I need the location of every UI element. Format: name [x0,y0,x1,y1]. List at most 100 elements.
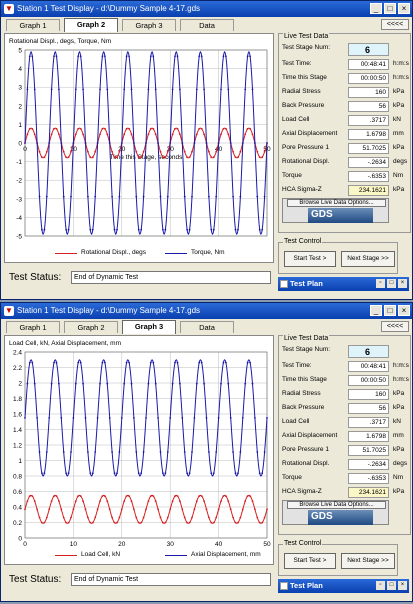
series-point-1 [164,521,167,524]
legend-swatch-red [55,555,77,556]
series-point-2 [58,88,60,91]
live-row-value: 6 [348,43,389,56]
start-test-button[interactable]: Start Test > [284,251,336,267]
series-point-2 [120,417,123,419]
tab-graph-2[interactable]: Graph 2 [64,321,118,333]
series-point-2 [251,88,254,91]
series-point-1 [74,133,77,136]
test-plan-icon [280,582,288,590]
tab-scroll-button[interactable]: <<<< [381,321,409,332]
y-tick-label: 0 [18,536,22,543]
live-row-label: Test Stage Num: [282,44,331,51]
series-point-1 [96,508,99,511]
maximize-button[interactable]: □ [384,3,396,14]
test-plan-bar[interactable]: Test Plan ▫ □ × [278,277,409,291]
series-point-1 [24,508,26,511]
series-point-2 [229,417,232,419]
series-point-1 [234,156,237,159]
series-point-1 [183,150,186,153]
maximize-button[interactable]: □ [384,305,396,316]
series-point-2 [87,195,89,198]
test-plan-maximize[interactable]: □ [387,581,396,590]
series-point-1 [154,133,157,136]
tab-data[interactable]: Data [180,321,234,333]
live-row-label: Back Pressure [282,102,325,109]
y-tick-label: 1.4 [13,427,22,434]
next-stage-button[interactable]: Next Stage >> [341,251,395,267]
series-point-2 [208,451,210,453]
series-point-2 [41,228,43,231]
test-plan-minimize[interactable]: ▫ [376,279,385,288]
title-bar: ▼ Station 1 Test Display - d:\Dummy Sampl… [1,1,412,17]
series-point-2 [140,472,143,475]
y-tick-label: 2 [18,103,22,110]
live-row-label: Test Time: [282,362,312,369]
test-plan-close[interactable]: × [398,581,407,590]
series-point-2 [48,417,51,419]
minimize-button[interactable]: _ [370,3,382,14]
series-point-2 [55,55,58,58]
y-tick-label: 1.6 [13,412,22,419]
test-plan-bar[interactable]: Test Plan ▫ □ × [278,579,409,593]
next-stage-button[interactable]: Next Stage >> [341,553,395,569]
series-point-2 [130,88,133,91]
series-point-1 [38,150,41,153]
series-point-2 [106,88,109,91]
series-point-1 [128,127,130,130]
close-button[interactable]: × [398,305,410,316]
live-row-value: 51.7025 [348,143,389,154]
series-point-2 [200,55,203,58]
tab-graph-1[interactable]: Graph 1 [6,321,60,333]
start-test-button[interactable]: Start Test > [284,553,336,569]
test-control-header: Test Control [283,238,323,245]
series-point-2 [33,382,36,385]
series-point-1 [133,508,135,511]
series-point-1 [152,127,155,130]
live-row-unit: mm [393,432,404,439]
series-point-2 [256,451,259,453]
tab-graph-1[interactable]: Graph 1 [6,19,60,31]
live-row-label: Load Cell [282,116,310,123]
tab-graph-3[interactable]: Graph 3 [122,320,176,334]
series-point-1 [70,516,72,519]
minimize-button[interactable]: _ [370,305,382,316]
series-point-1 [65,521,67,524]
series-point-1 [77,495,80,497]
live-row: Torque -.6353 Nm [282,473,403,484]
test-control-header: Test Control [283,540,323,547]
live-row-unit: h:m:s [393,362,409,369]
tab-data[interactable]: Data [180,19,234,31]
close-button[interactable]: × [398,3,410,14]
series-point-2 [145,142,147,144]
series-point-1 [188,521,191,524]
series-point-2 [118,451,121,453]
live-row-value: 6 [348,345,389,358]
browse-live-data-button[interactable]: Browse Live Data Options... [287,501,386,509]
test-plan-close[interactable]: × [398,279,407,288]
browse-live-data-button[interactable]: Browse Live Data Options... [287,199,386,207]
live-row-label: Test Stage Num: [282,346,331,353]
series-point-2 [157,417,160,419]
test-plan-minimize[interactable]: ▫ [376,581,385,590]
series-point-2 [43,228,46,231]
series-point-2 [217,417,220,419]
series-point-1 [188,156,191,159]
tab-graph-3[interactable]: Graph 3 [122,19,176,31]
legend-swatch-blue [165,555,187,556]
series-point-1 [210,521,213,524]
series-point-1 [45,516,48,519]
series-point-1 [118,150,121,153]
tab-graph-2[interactable]: Graph 2 [64,18,118,32]
series-point-2 [215,451,218,453]
series-point-2 [241,142,244,144]
live-row-unit: Nm [393,172,404,179]
y-tick-label: 2 [18,381,22,388]
series-point-1 [101,127,104,130]
series-point-1 [137,156,140,159]
chart-legend: Load Cell, kN Axial Displacement, mm [15,548,273,562]
series-point-2 [133,417,135,419]
series-point-2 [200,361,203,364]
test-plan-maximize[interactable]: □ [387,279,396,288]
series-point-2 [91,472,94,475]
tab-scroll-button[interactable]: <<<< [381,19,409,30]
